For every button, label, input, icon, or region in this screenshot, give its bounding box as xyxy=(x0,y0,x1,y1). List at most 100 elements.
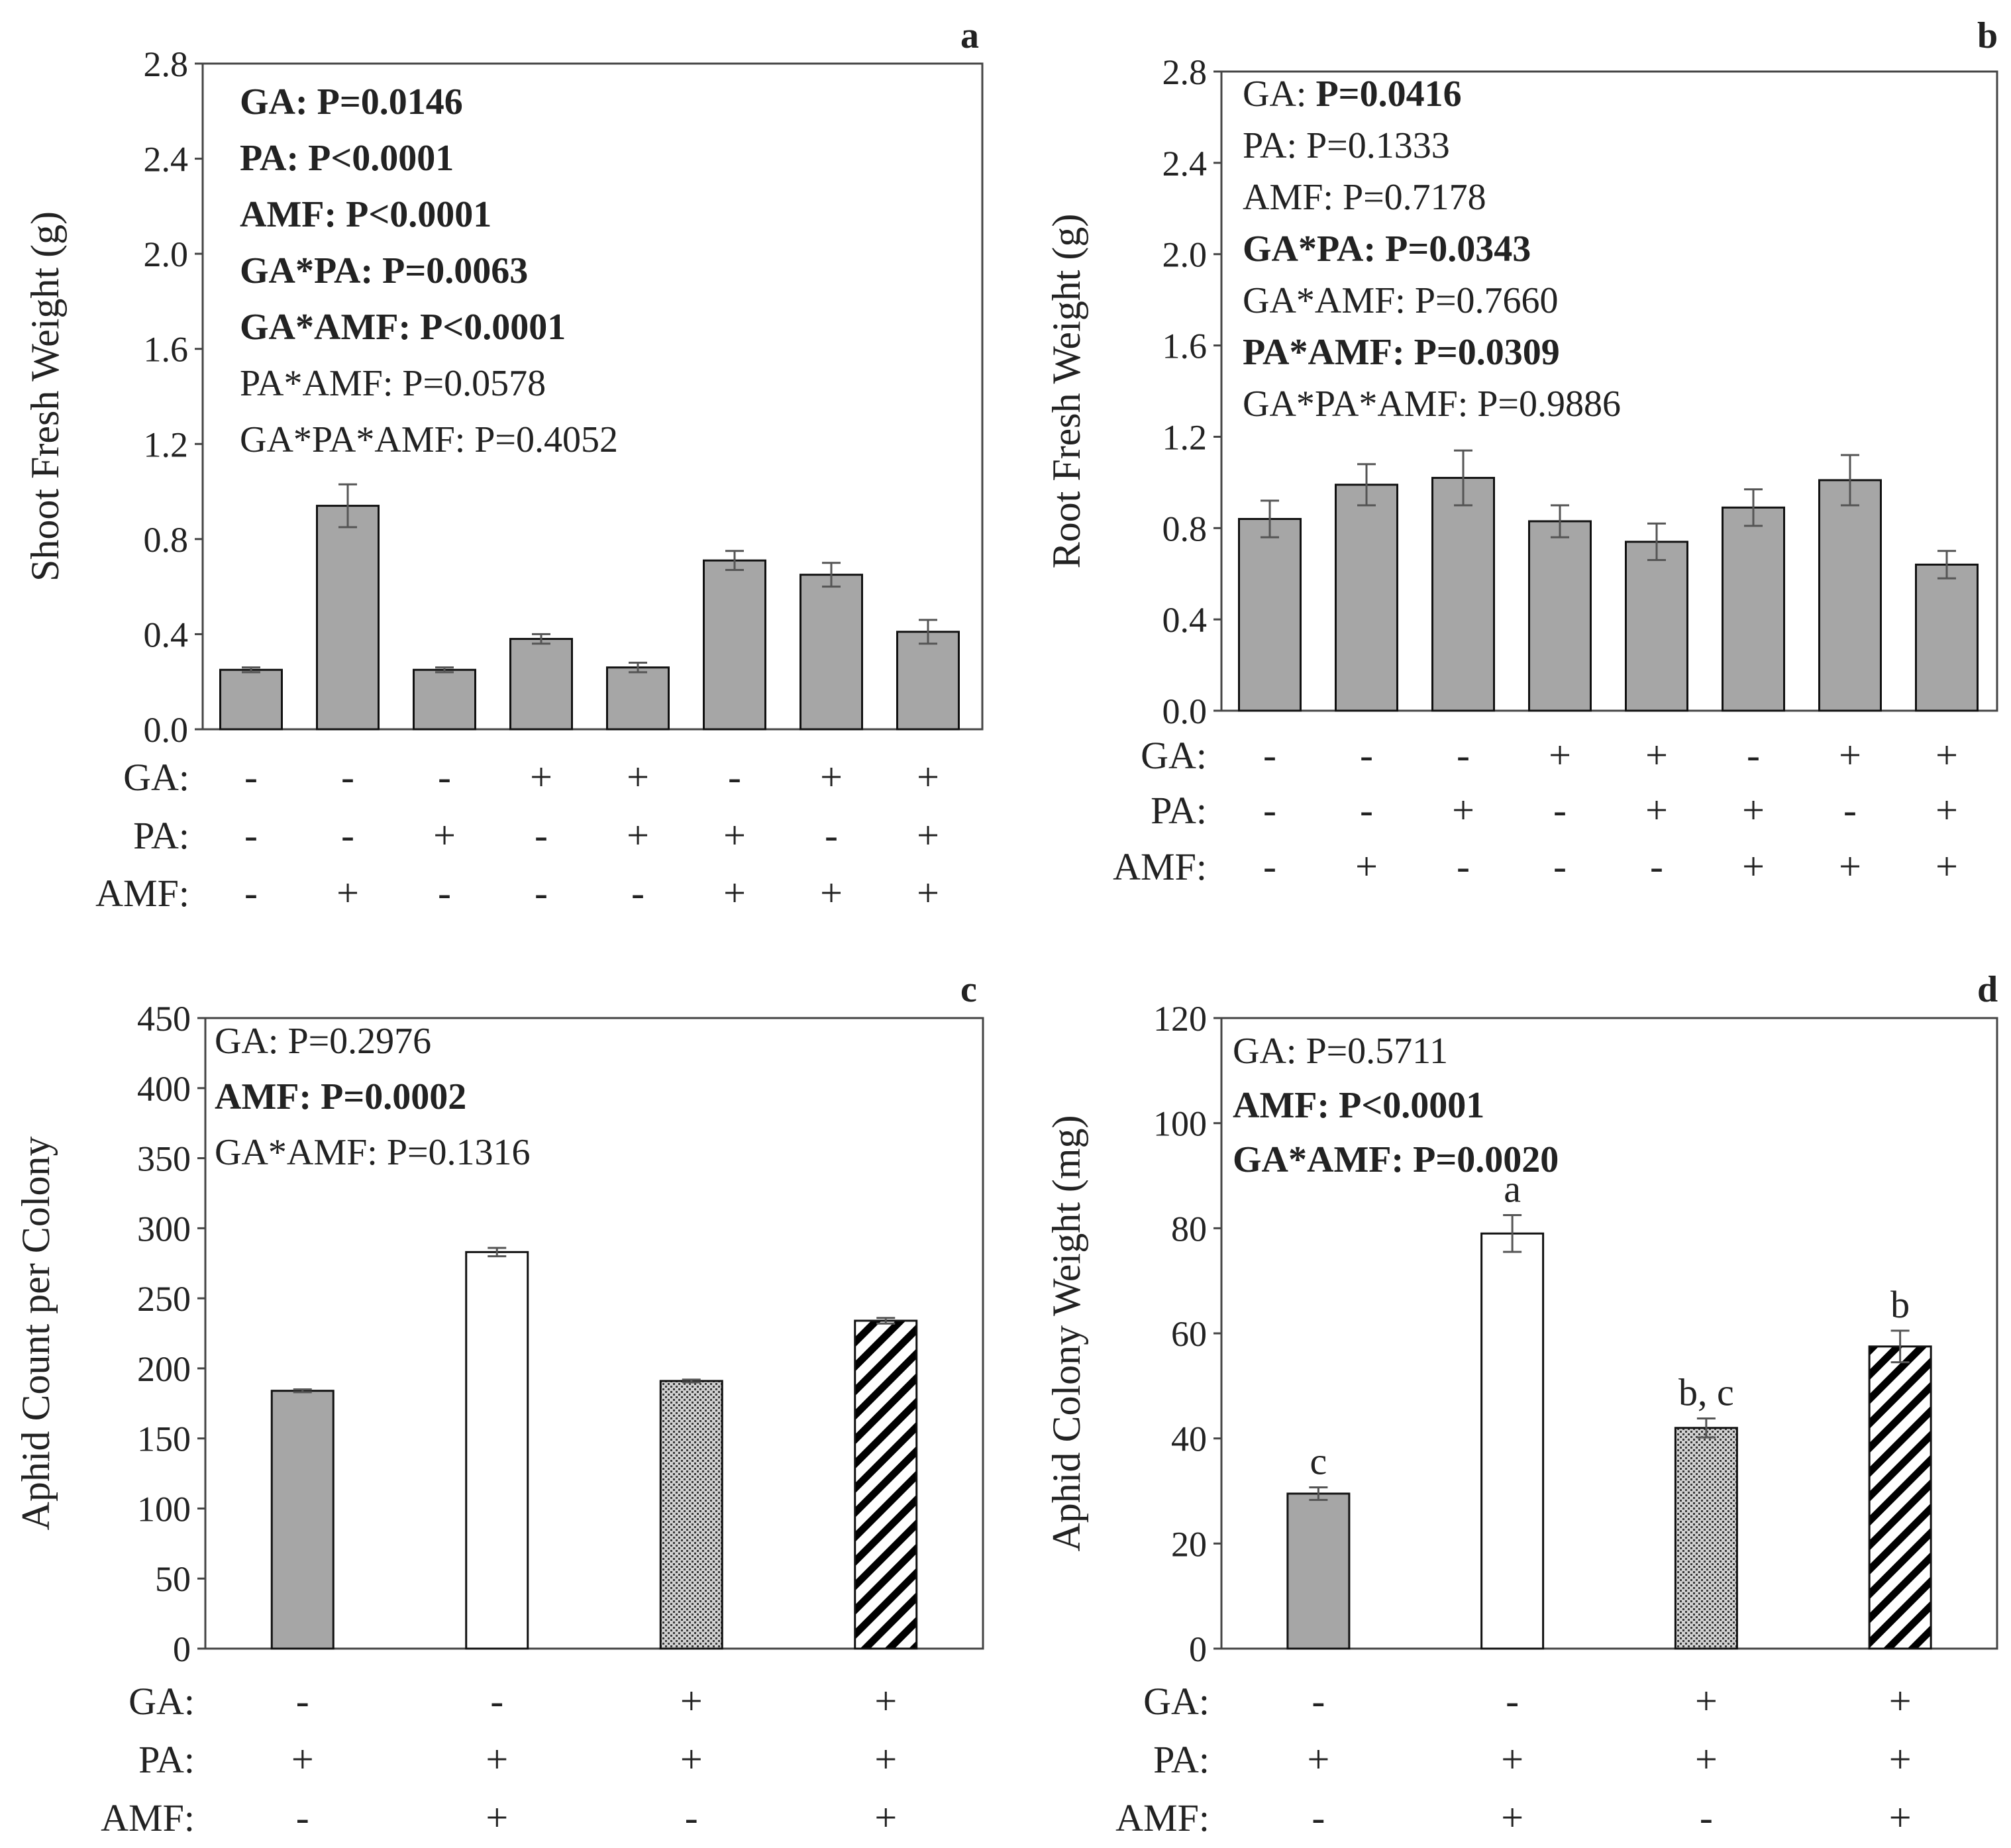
stat-factor: GA*AMF: xyxy=(1243,280,1406,321)
treatment-symbol: - xyxy=(1747,733,1760,777)
stat-line: GA: P=0.5711 xyxy=(1233,1031,1448,1072)
error-bar xyxy=(293,1388,312,1394)
stat-pvalue: P=0.4052 xyxy=(465,419,618,460)
bar xyxy=(1868,1345,1932,1650)
y-tick-label: 400 xyxy=(137,1069,191,1109)
y-tick-label: 40 xyxy=(1171,1419,1207,1459)
error-bar xyxy=(242,666,260,674)
plot-frame xyxy=(201,62,984,731)
stat-pvalue: P=0.0063 xyxy=(373,250,528,291)
significance-letter: b xyxy=(1890,1283,1910,1326)
error-bar xyxy=(488,1247,507,1258)
stat-pvalue: P=0.0002 xyxy=(311,1076,466,1117)
error-bar xyxy=(1357,463,1376,507)
treatment-symbol: + xyxy=(1889,1737,1912,1781)
treatment-symbol: - xyxy=(1360,788,1373,832)
y-tick-label: 1.6 xyxy=(1162,327,1208,366)
y-axis-label: Aphid Count per Colony xyxy=(14,1137,58,1531)
stat-factor: GA*AMF: xyxy=(240,307,411,348)
treatment-symbol: - xyxy=(341,813,354,857)
treatment-row-label: PA: xyxy=(1151,789,1207,832)
stat-factor: PA: xyxy=(1243,125,1297,166)
stat-line: PA*AMF: P=0.0309 xyxy=(1243,332,1560,373)
treatment-symbol: + xyxy=(1549,733,1571,777)
treatment-symbol: + xyxy=(486,1737,508,1781)
treatment-row-label: GA: xyxy=(1143,1680,1210,1723)
y-tick-label: 2.4 xyxy=(1162,144,1208,183)
bar xyxy=(1625,540,1688,712)
bar xyxy=(1238,518,1302,712)
treatment-symbol: + xyxy=(1645,733,1668,777)
bar xyxy=(1286,1492,1351,1650)
treatment-symbol: - xyxy=(1457,733,1470,777)
y-tick-label: 0.8 xyxy=(144,520,189,560)
stat-pvalue: P=0.0578 xyxy=(393,363,546,404)
y-tick-label: 2.4 xyxy=(144,140,189,180)
error-bar xyxy=(1261,499,1279,539)
bar xyxy=(1335,484,1398,712)
stat-factor: GA: xyxy=(1233,1031,1296,1072)
treatment-symbol: - xyxy=(244,755,258,799)
stat-factor: PA*AMF: xyxy=(1243,332,1405,373)
stat-factor: GA*PA*AMF: xyxy=(1243,384,1468,425)
stat-line: PA*AMF: P=0.0578 xyxy=(240,363,546,404)
stat-line: GA*AMF: P=0.7660 xyxy=(1243,280,1559,321)
treatment-symbol: - xyxy=(1506,1679,1519,1723)
y-tick-label: 1.2 xyxy=(144,425,189,464)
stat-line: GA*PA: P=0.0063 xyxy=(240,250,528,291)
treatment-symbol: + xyxy=(1695,1737,1718,1781)
panel-letter: d xyxy=(1977,969,1998,1010)
treatment-symbol: - xyxy=(1457,845,1470,888)
stat-pvalue: P=0.0020 xyxy=(1404,1139,1559,1180)
treatment-symbol: - xyxy=(1312,1679,1325,1723)
stat-line: GA*AMF: P=0.0020 xyxy=(1233,1139,1559,1180)
error-bar xyxy=(1503,1214,1522,1253)
treatment-symbol: + xyxy=(1935,733,1958,777)
treatment-symbol: + xyxy=(1839,733,1861,777)
stat-line: GA*AMF: P<0.0001 xyxy=(240,307,566,348)
treatment-row-label: AMF: xyxy=(1115,1796,1210,1839)
treatment-row-label: GA: xyxy=(129,1680,195,1723)
treatment-symbol: - xyxy=(244,813,258,857)
stat-factor: GA: xyxy=(240,81,308,123)
treatment-symbol: - xyxy=(1650,845,1663,888)
treatment-symbol: - xyxy=(1843,788,1857,832)
error-bar xyxy=(876,1317,896,1325)
treatment-symbol: + xyxy=(291,1737,314,1781)
treatment-row-label: GA: xyxy=(123,756,189,799)
y-tick-label: 100 xyxy=(1153,1104,1207,1144)
error-bar xyxy=(1890,1329,1910,1364)
treatment-symbol: + xyxy=(1501,1737,1523,1781)
y-tick-label: 20 xyxy=(1171,1524,1207,1564)
stat-line: AMF: P<0.0001 xyxy=(240,194,491,235)
y-tick-label: 250 xyxy=(137,1279,191,1319)
y-tick-label: 100 xyxy=(137,1489,191,1529)
stat-line: AMF: P=0.0002 xyxy=(215,1076,466,1117)
stat-line: AMF: P=0.7178 xyxy=(1243,177,1486,218)
treatment-symbol: + xyxy=(917,871,939,915)
treatment-symbol: - xyxy=(296,1679,309,1723)
y-tick-label: 0.8 xyxy=(1162,509,1208,548)
bar xyxy=(1480,1232,1545,1650)
treatment-symbol: - xyxy=(438,871,451,915)
treatment-row-label: PA: xyxy=(138,1738,195,1781)
y-tick-label: 2.0 xyxy=(1162,235,1208,275)
stat-pvalue: P<0.0001 xyxy=(299,138,454,179)
treatment-symbol: + xyxy=(1695,1679,1718,1723)
y-tick-label: 0.0 xyxy=(144,710,189,750)
treatment-symbol: - xyxy=(1263,788,1276,832)
treatment-symbol: + xyxy=(1839,845,1861,888)
stat-line: AMF: P<0.0001 xyxy=(1233,1085,1484,1126)
y-tick-label: 300 xyxy=(137,1209,191,1249)
bar xyxy=(413,668,476,731)
error-bar xyxy=(919,619,937,645)
panel-b: 0.0 0.4 0.8 1.2 1.6 2.0 2.4 2.8 Root Fresh Weigh… xyxy=(1045,15,1998,888)
treatment-symbol: + xyxy=(1889,1796,1912,1839)
treatment-symbol: + xyxy=(1889,1679,1912,1723)
treatment-symbol: - xyxy=(1700,1796,1713,1839)
error-bar xyxy=(1744,488,1763,527)
y-axis-label: Root Fresh Weight (g) xyxy=(1045,214,1088,569)
stat-pvalue: P<0.0001 xyxy=(1329,1085,1484,1126)
bar xyxy=(316,505,380,731)
treatment-symbol: + xyxy=(627,755,649,799)
